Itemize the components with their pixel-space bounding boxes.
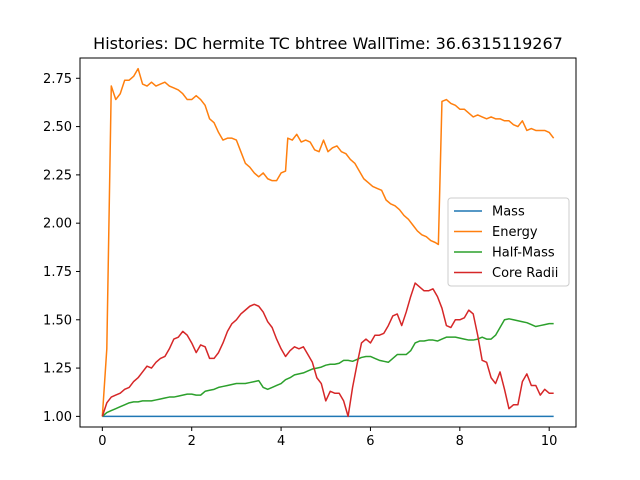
series-layer: [101, 67, 555, 418]
x-tick-label: 4: [277, 434, 285, 449]
x-tick-label: 2: [188, 434, 196, 449]
y-tick-label: 2.75: [43, 72, 72, 87]
y-tick-label: 2.00: [43, 217, 72, 232]
legend-label-half-mass: Half-Mass: [492, 246, 555, 261]
chart-title: Histories: DC hermite TC bhtree WallTime…: [93, 34, 563, 53]
series-line-core-radii: [101, 282, 554, 418]
axes-frame: [79, 57, 577, 428]
legend: Mass Energy Half-Mass Core Radii: [447, 197, 570, 287]
x-tick-label: 8: [456, 434, 464, 449]
legend-label-energy: Energy: [492, 225, 538, 240]
axes-layer: [79, 57, 577, 428]
x-tick-label: 10: [541, 434, 558, 449]
x-axis: 0 2 4 6 8 10: [98, 427, 557, 449]
y-axis: 1.00 1.25 1.50 1.75 2.00 2.25 2.50 2.75: [43, 72, 80, 425]
y-tick-label: 1.50: [43, 313, 72, 328]
legend-box: [447, 197, 570, 287]
legend-label-core-radii: Core Radii: [492, 266, 558, 281]
y-tick-label: 2.50: [43, 120, 72, 135]
y-tick-label: 1.00: [43, 410, 72, 425]
y-tick-label: 2.25: [43, 168, 72, 183]
series-line-energy: [101, 67, 555, 417]
y-tick-label: 1.25: [43, 362, 72, 377]
x-tick-label: 0: [98, 434, 106, 449]
y-tick-label: 1.75: [43, 265, 72, 280]
x-tick-label: 6: [366, 434, 374, 449]
legend-label-mass: Mass: [492, 205, 525, 220]
